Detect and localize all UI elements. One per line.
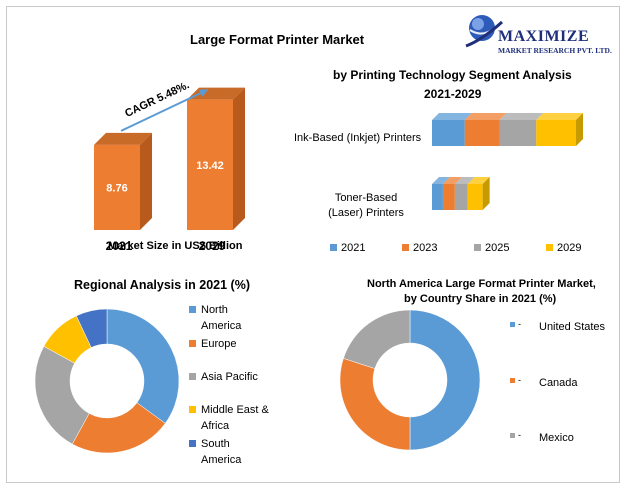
logo-name: MAXIMIZE	[498, 28, 590, 45]
logo-tagline: MARKET RESEARCH PVT. LTD.	[498, 46, 612, 55]
technology-chart-subtitle: 2021-2029	[424, 87, 482, 101]
regional-chart-title: Regional Analysis in 2021 (%)	[74, 278, 250, 292]
technology-chart-title: by Printing Technology Segment Analysis	[333, 68, 572, 82]
country-chart-title: North America Large Format Printer Marke…	[367, 278, 596, 290]
category-label-laser: Toner-Based (Laser) Printers	[328, 192, 404, 219]
infographic-frame	[6, 6, 620, 483]
category-label-inkjet: Ink-Based (Inkjet) Printers	[294, 132, 422, 144]
market-size-xlabel: Market Size in US$ Billion	[108, 240, 243, 252]
maximize-logo: MAXIMIZE MARKET RESEARCH PVT. LTD.	[462, 10, 626, 58]
globe-logo-icon	[465, 15, 504, 48]
country-chart-subtitle: by Country Share in 2021 (%)	[404, 293, 557, 305]
market-size-chart-title: Large Format Printer Market	[190, 32, 365, 47]
